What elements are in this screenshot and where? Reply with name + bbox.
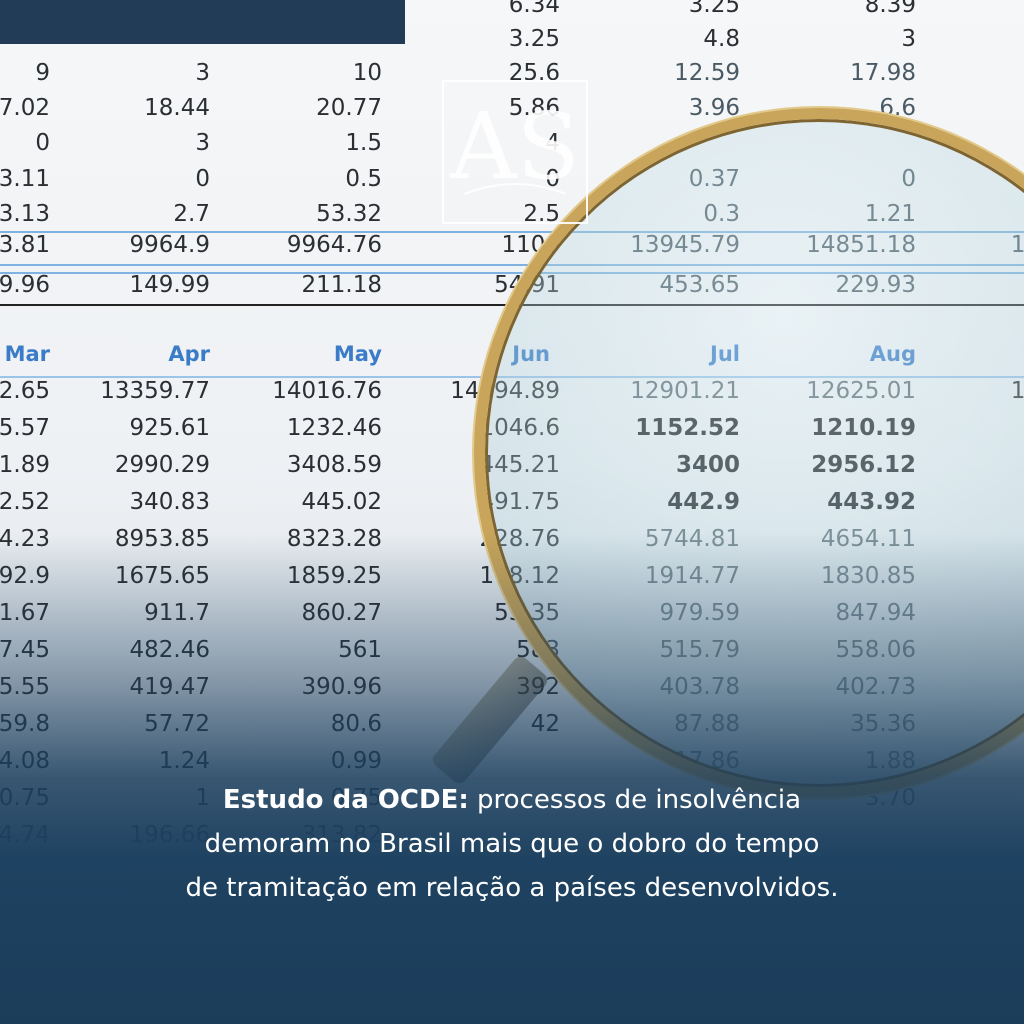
headline-caption: Estudo da OCDE: processos de insolvência…: [62, 778, 962, 910]
caption-line1: processos de insolvência: [468, 785, 802, 815]
caption-line2: demoram no Brasil mais que o dobro do te…: [204, 829, 820, 859]
caption-bold: Estudo da OCDE:: [222, 785, 469, 815]
caption-line3: de tramitação em relação a países desenv…: [185, 873, 839, 903]
